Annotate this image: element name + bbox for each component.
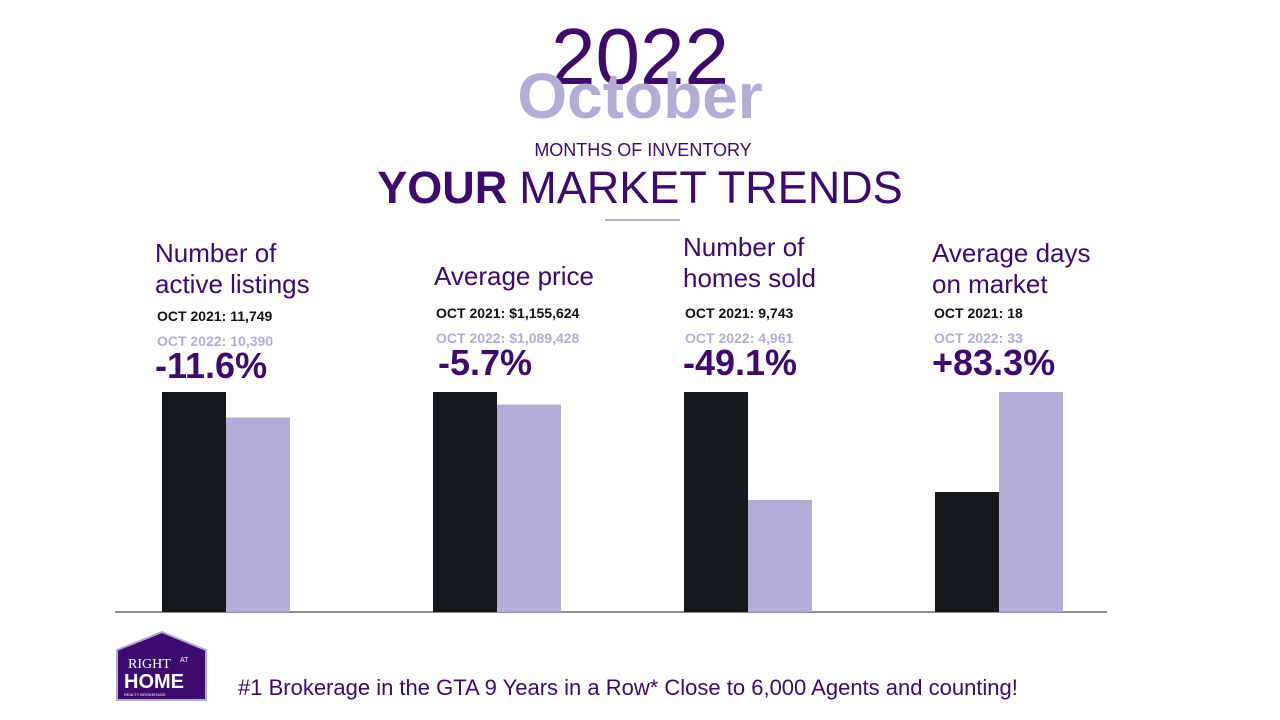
prev-stat: OCT 2021: 9,743 <box>685 305 793 321</box>
subtitle: MONTHS OF INVENTORY <box>534 140 751 160</box>
bar <box>162 392 226 612</box>
bar <box>226 417 290 612</box>
curr-stat: OCT 2022: 33 <box>934 330 1023 346</box>
panel-title: active listings <box>155 269 310 299</box>
title-rest: MARKET TRENDS <box>519 162 902 213</box>
month: October <box>517 60 762 132</box>
title-bold: YOUR <box>377 162 507 213</box>
prev-label: OCT 2021: <box>685 305 754 321</box>
prev-stat: OCT 2021: $1,155,624 <box>436 305 580 321</box>
logo-text: AT <box>180 657 189 664</box>
curr-value: 4,961 <box>758 330 793 346</box>
bar <box>684 392 748 612</box>
change: -5.7% <box>438 342 532 383</box>
prev-label: OCT 2021: <box>157 308 226 324</box>
prev-label: OCT 2021: <box>436 305 505 321</box>
change: +83.3% <box>932 342 1055 383</box>
curr-stat: OCT 2022: $1,089,428 <box>436 330 580 346</box>
prev-value: 11,749 <box>230 308 272 324</box>
bar <box>999 392 1063 612</box>
prev-stat: OCT 2021: 11,749 <box>157 308 273 324</box>
prev-label: OCT 2021: <box>934 305 1003 321</box>
bar <box>748 499 812 612</box>
change: -11.6% <box>155 345 267 386</box>
logo-text: HOME <box>124 671 184 693</box>
year: 2022 <box>551 12 729 101</box>
panel-title: homes sold <box>683 263 816 293</box>
bar <box>935 492 999 612</box>
prev-value: 9,743 <box>758 305 793 321</box>
prev-value: 18 <box>1007 305 1023 321</box>
footer: #1 Brokerage in the GTA 9 Years in a Row… <box>238 675 1018 700</box>
logo: RIGHT AT HOME REALTY BROKERAGE <box>116 630 207 701</box>
panel-title: Average price <box>434 261 594 291</box>
curr-label: OCT 2022: <box>934 330 1003 346</box>
logo-shape <box>116 630 207 701</box>
prev-value: $1,155,624 <box>509 305 579 321</box>
curr-label: OCT 2022: <box>157 333 226 349</box>
curr-label: OCT 2022: <box>436 330 505 346</box>
bar <box>433 392 497 612</box>
title: YOUR MARKET TRENDS <box>377 162 902 213</box>
panel-title: on market <box>932 269 1048 299</box>
curr-stat: OCT 2022: 10,390 <box>157 333 273 349</box>
curr-value: $1,089,428 <box>509 330 579 346</box>
curr-value: 10,390 <box>230 333 273 349</box>
panel-title: Number of <box>155 238 277 268</box>
change: -49.1% <box>683 342 797 383</box>
curr-stat: OCT 2022: 4,961 <box>685 330 793 346</box>
panel-title: Number of <box>683 232 805 262</box>
curr-value: 33 <box>1007 330 1023 346</box>
prev-stat: OCT 2021: 18 <box>934 305 1023 321</box>
logo-text: REALTY BROKERAGE <box>124 692 166 697</box>
panel-title: Average days <box>932 238 1091 268</box>
bar <box>497 404 561 612</box>
logo-text: RIGHT <box>128 657 171 672</box>
curr-label: OCT 2022: <box>685 330 754 346</box>
